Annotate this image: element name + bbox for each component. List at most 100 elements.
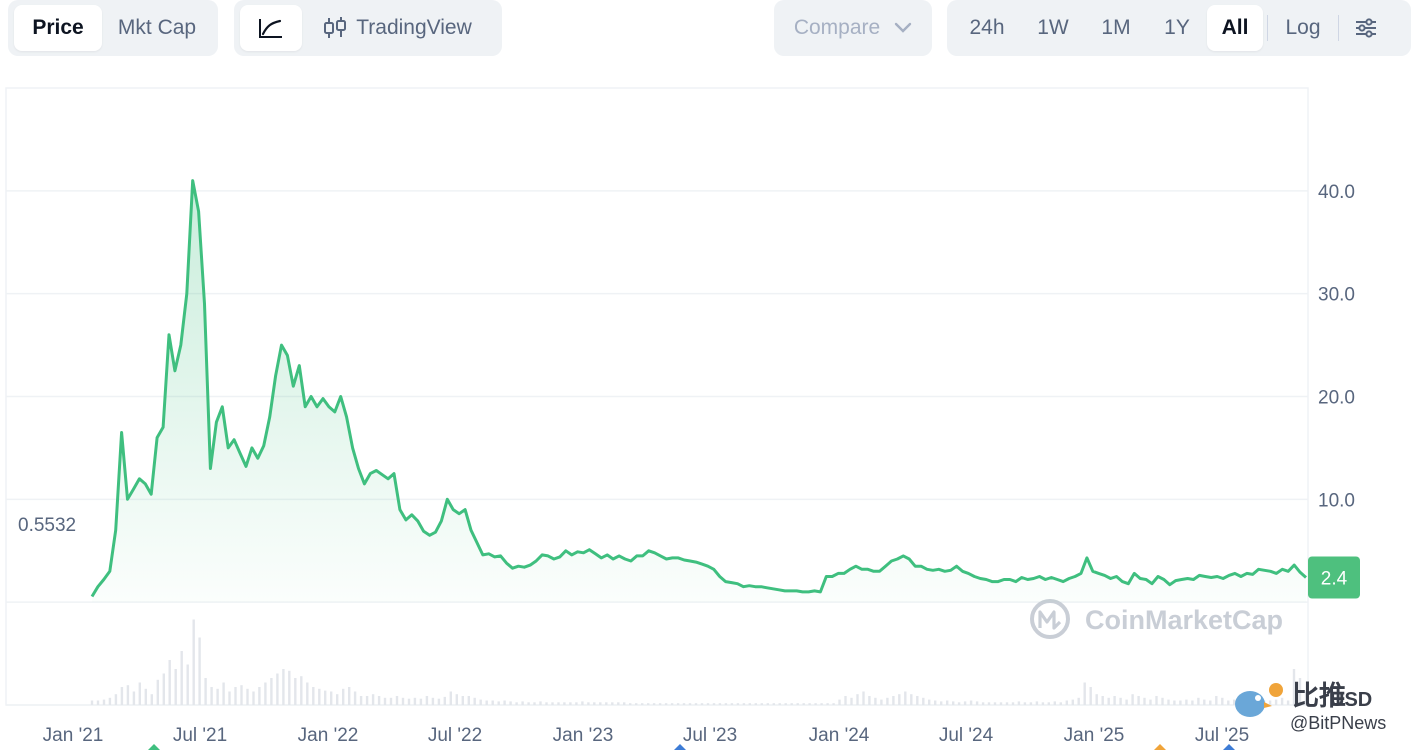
volume-bar: [473, 697, 476, 705]
sliders-icon: [1356, 18, 1376, 38]
range-1m-button[interactable]: 1M: [1101, 16, 1131, 39]
volume-bar: [389, 697, 393, 705]
volume-bar: [862, 691, 865, 705]
corner-usd-text: USD: [1330, 689, 1372, 711]
watermark-text: CoinMarketCap: [1085, 605, 1283, 635]
range-24h-button[interactable]: 24h: [969, 16, 1005, 39]
event-marker-blue[interactable]: [674, 744, 686, 750]
start-price-label: 0.5532: [18, 515, 76, 536]
volume-bar: [999, 702, 1003, 705]
volume-bar: [240, 685, 243, 705]
volume-bar: [300, 676, 303, 705]
volume-bar: [491, 700, 494, 705]
volume-bar: [1107, 697, 1110, 705]
current-price-label: 2.4: [1321, 569, 1348, 590]
volume-bar: [204, 678, 207, 705]
volume-bar: [712, 703, 716, 705]
volume-bar: [365, 696, 369, 705]
volume-bar: [688, 703, 692, 705]
volume-bar: [975, 701, 979, 705]
volume-bar: [108, 697, 112, 705]
corner-handle-text: @BitPNews: [1290, 713, 1386, 733]
volume-bar: [1137, 696, 1140, 705]
volume-bar: [336, 694, 339, 705]
event-marker-orange[interactable]: [1154, 744, 1166, 750]
volume-bar: [533, 702, 536, 705]
event-marker-blue-2[interactable]: [1223, 744, 1235, 750]
volume-bar: [730, 703, 734, 705]
volume-bar: [1167, 699, 1170, 705]
volume-bar: [1274, 699, 1278, 705]
volume-bar: [766, 703, 769, 705]
volume-bar: [916, 696, 919, 705]
volume-bar: [282, 669, 285, 705]
volume-bar: [874, 697, 877, 705]
log-scale-button[interactable]: Log: [1285, 16, 1321, 39]
volume-bar: [1304, 691, 1308, 705]
x-tick-label: Jan '25: [1064, 725, 1125, 746]
volume-bar: [294, 678, 297, 705]
volume-bar: [527, 702, 530, 705]
volume-bar: [910, 694, 913, 705]
x-tick-label: Jul '22: [428, 725, 482, 746]
range-all-button[interactable]: All: [1207, 5, 1263, 51]
volume-bar: [1292, 669, 1296, 705]
volume-bar: [892, 696, 895, 705]
volume-bar: [652, 703, 656, 705]
y-tick-label: 20.0: [1318, 388, 1355, 409]
volume-bar: [342, 688, 345, 705]
volume-bar: [1023, 702, 1027, 705]
volume-bar: [318, 688, 321, 705]
tab-price[interactable]: Price: [14, 5, 102, 51]
volume-bar: [539, 701, 542, 705]
volume-bar: [246, 688, 249, 705]
volume-bar: [222, 682, 225, 705]
volume-bar: [1143, 697, 1146, 705]
volume-bar: [557, 702, 560, 705]
volume-bar: [1233, 699, 1236, 705]
volume-bar: [844, 696, 847, 705]
volume-bar: [1035, 701, 1039, 705]
range-1w-button[interactable]: 1W: [1037, 16, 1069, 39]
price-line[interactable]: [90, 179, 1307, 598]
volume-bar: [144, 688, 147, 705]
volume-bar: [1179, 700, 1182, 705]
volume-bar: [796, 703, 799, 705]
volume-bar: [102, 699, 106, 705]
volume-bar: [126, 685, 130, 705]
compare-dropdown[interactable]: Compare: [774, 0, 932, 56]
volume-bar: [1203, 699, 1206, 705]
tab-mkt-cap[interactable]: Mkt Cap: [117, 16, 197, 39]
volume-bar: [581, 701, 584, 705]
volume-bar: [1131, 694, 1134, 705]
volume-bar: [407, 698, 411, 705]
volume-bar: [946, 700, 949, 705]
volume-bar: [96, 700, 100, 705]
settings-divider: [1338, 15, 1339, 41]
volume-bar: [437, 698, 441, 705]
chart-settings-button[interactable]: [1343, 5, 1389, 51]
volume-bar: [1083, 682, 1086, 705]
volume-bar: [503, 700, 506, 705]
volume-bar: [1280, 697, 1284, 705]
volume-bar: [276, 673, 279, 705]
volume-bar: [228, 691, 231, 705]
volume-bar: [138, 682, 141, 705]
volume-bar: [1029, 702, 1033, 705]
volume-bar: [599, 702, 602, 705]
line-chart-button[interactable]: [240, 5, 302, 51]
range-1y-button[interactable]: 1Y: [1164, 16, 1190, 39]
tradingview-button[interactable]: TradingView: [302, 5, 492, 51]
event-marker-green[interactable]: [148, 744, 160, 750]
volume-bar: [563, 702, 566, 705]
volume-bar: [348, 687, 351, 705]
volume-bar: [826, 703, 829, 705]
volume-bar: [461, 696, 464, 705]
price-area-fill: [92, 180, 1306, 603]
volume-bar: [647, 703, 650, 705]
volume-bar: [192, 619, 195, 705]
volume-bar: [742, 703, 746, 705]
x-tick-label: Jan '24: [809, 725, 870, 746]
volume-bar: [353, 691, 357, 705]
